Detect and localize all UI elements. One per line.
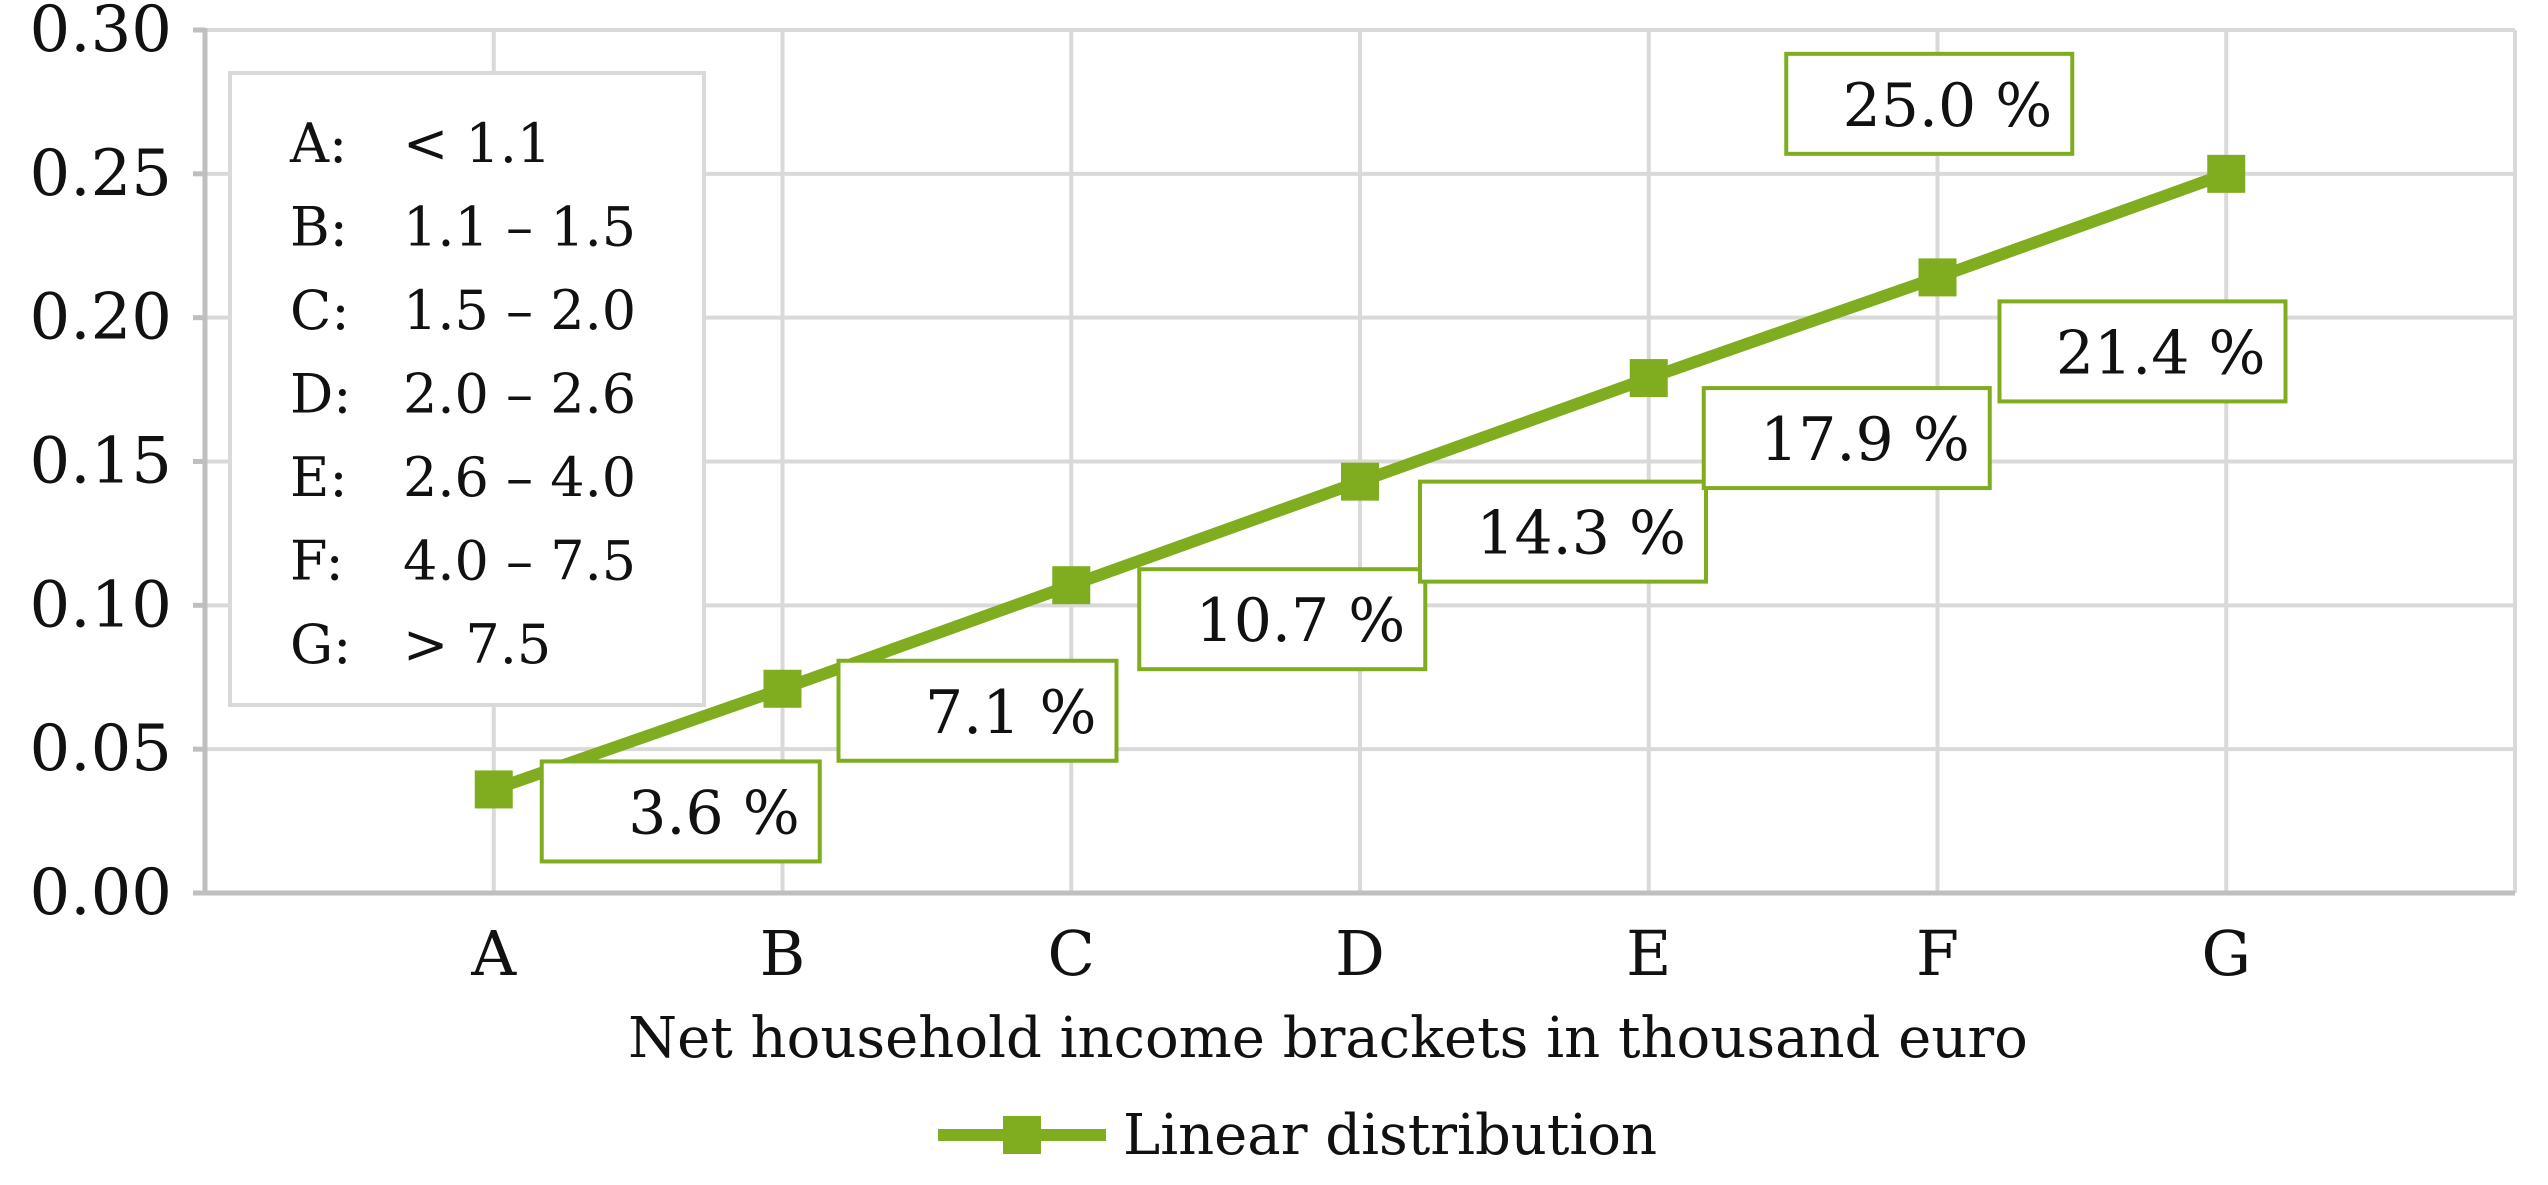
key-letter: A: [289,112,347,175]
x-tick-label: C [1048,917,1095,990]
key-letter: D: [290,363,352,426]
legend-marker-swatch [1003,1116,1041,1154]
data-label-box [1997,299,2288,404]
data-labels: 3.6 % 7.1 % 10.7 % 14.3 % 17.9 % 21.4 % 25.0 % [539,51,2288,864]
y-tick-label: 0.05 [30,712,173,786]
y-tick-label: 0.15 [30,425,173,499]
key-letter: C: [290,279,350,342]
key-letter: G: [290,613,351,676]
key-range: 1.5 – 2.0 [403,279,636,342]
key-box-frame [228,71,706,707]
data-label: 21.4 % [2056,318,2266,388]
data-point-marker [1341,462,1379,501]
data-label: 3.6 % [628,778,800,848]
data-label: 7.1 % [925,678,1097,748]
y-axis-tick-labels: 0.00 0.05 0.10 0.15 0.20 0.25 0.30 [30,0,173,930]
key-range: > 7.5 [403,613,551,676]
x-tick-label: F [1916,917,1959,990]
data-point-marker [1918,258,1957,297]
data-point-marker [763,669,802,708]
data-label-box [1137,567,1428,672]
data-label-box [1418,479,1708,584]
data-point-marker [2207,154,2246,193]
key-letter: E: [290,446,348,509]
y-tick-label: 0.00 [30,856,173,930]
data-label-box [1701,386,1992,491]
x-tick-label: E [1626,917,1671,990]
data-label-box [539,759,822,864]
data-label: 17.9 % [1760,405,1970,475]
income-bracket-key-box: A: < 1.1 B: 1.1 – 1.5 C: 1.5 – 2.0 D: 2.0 – 2.6… [228,71,706,707]
y-tick-label: 0.20 [30,281,173,355]
data-label-box [836,658,1119,763]
data-label-box [1784,51,2075,156]
y-tick-label: 0.10 [30,568,173,642]
data-label: 10.7 % [1196,586,1406,656]
data-point-marker [1629,359,1668,398]
data-point-marker [474,770,513,809]
x-axis-tick-labels: A B C D E F G [470,917,2251,990]
key-letter: B: [290,196,348,259]
data-label: 25.0 % [1843,71,2053,141]
y-tick-label: 0.30 [30,0,173,67]
key-range: 4.0 – 7.5 [403,530,636,593]
key-range: 2.6 – 4.0 [403,446,636,509]
legend-label: Linear distribution [1123,1103,1657,1168]
axes [193,27,2515,896]
y-tick-label: 0.25 [30,137,173,211]
data-label: 14.3 % [1476,499,1686,569]
key-range: 2.0 – 2.6 [403,363,636,426]
x-axis-title: Net household income brackets in thousan… [628,1006,2028,1071]
series-linear-distribution [474,154,2246,809]
x-tick-label: G [2201,917,2251,990]
key-letter: F: [290,530,344,593]
legend: Linear distribution [938,1103,1657,1168]
key-range: 1.1 – 1.5 [403,196,636,259]
data-point-marker [1052,566,1091,605]
x-tick-label: D [1335,917,1385,990]
x-tick-label: A [470,917,517,990]
key-range: < 1.1 [403,112,551,175]
x-tick-label: B [760,917,806,990]
